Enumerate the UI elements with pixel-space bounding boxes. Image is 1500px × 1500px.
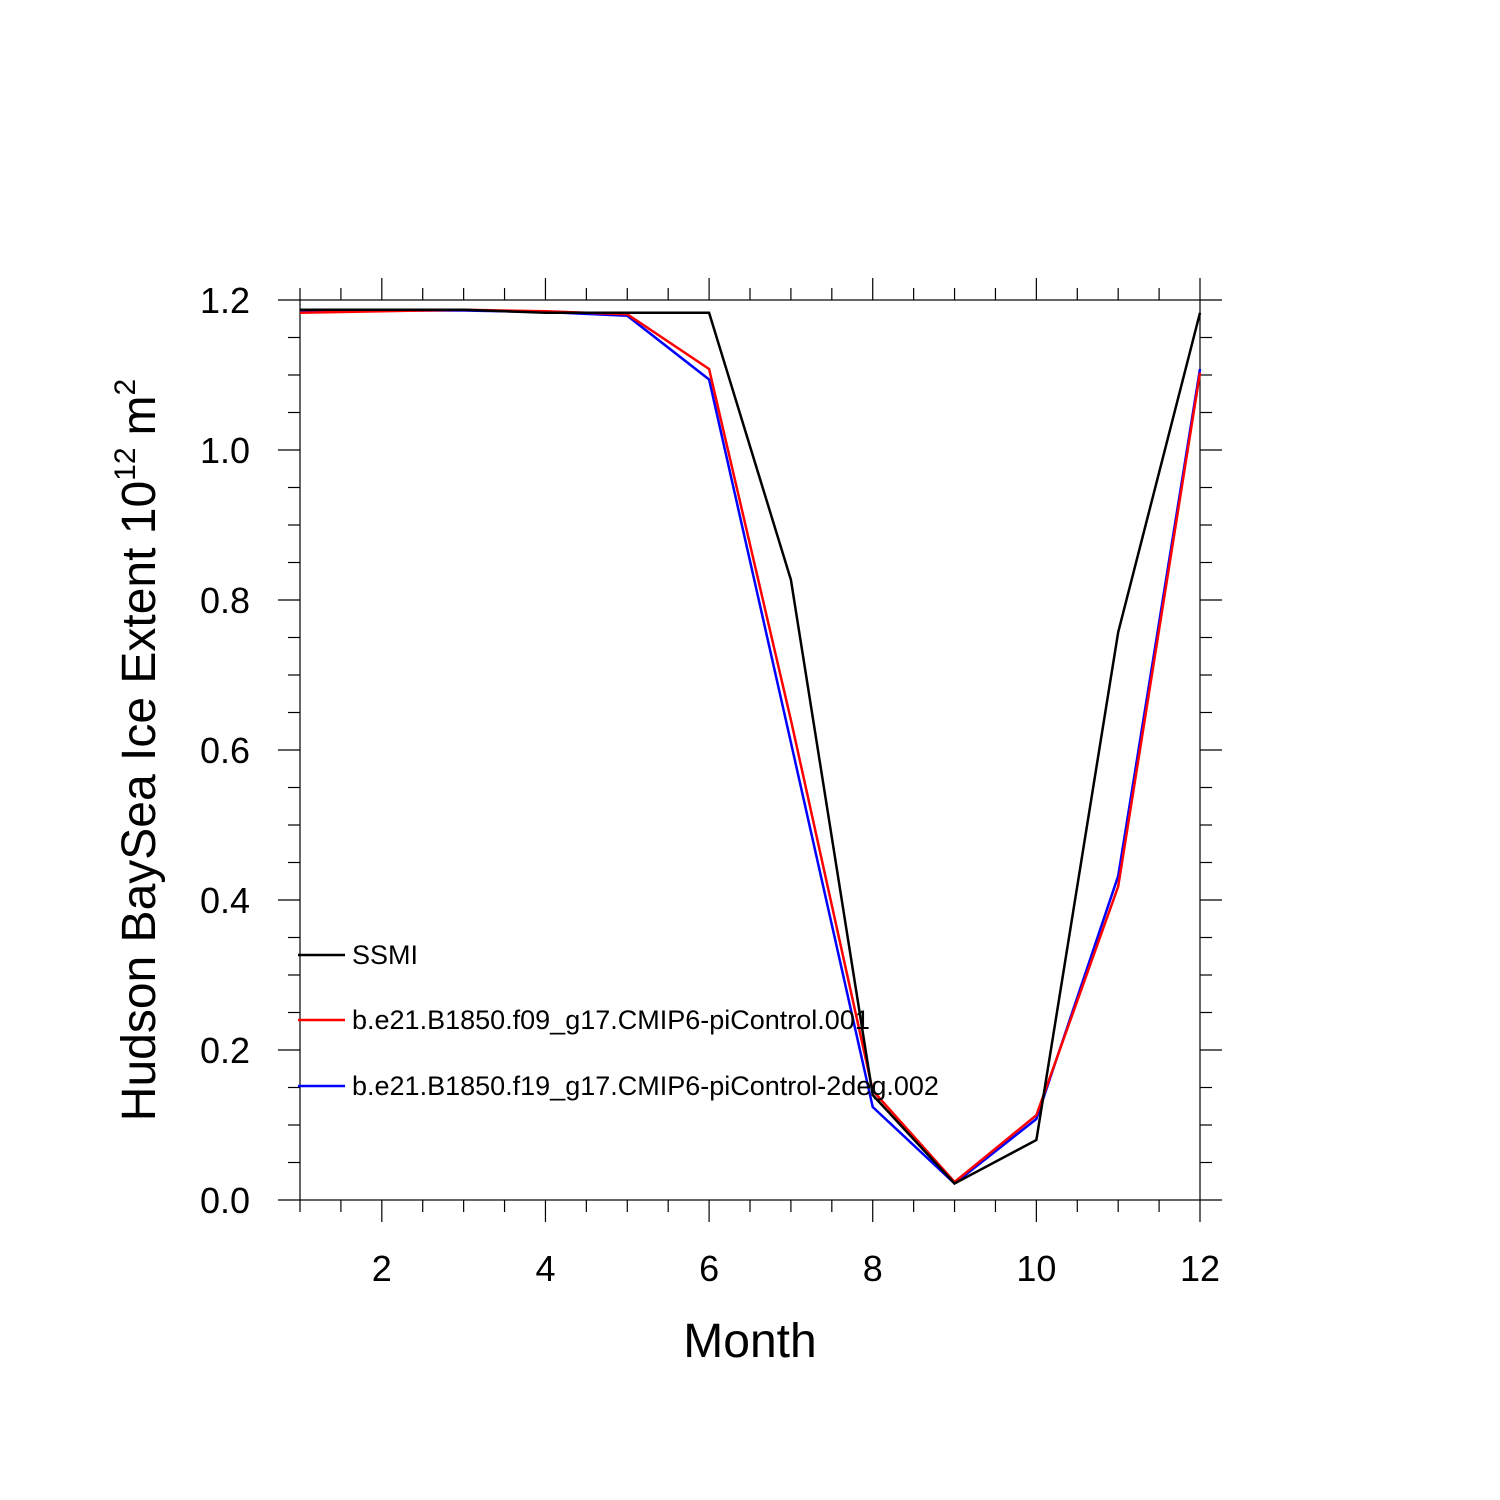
y-axis-title-unit-exponent: 2: [109, 379, 142, 396]
x-tick-label: 10: [1016, 1248, 1056, 1289]
plot-frame: [299, 299, 1201, 1201]
y-tick-label: 1.0: [200, 430, 250, 471]
legend-label-f19: b.e21.B1850.f19_g17.CMIP6-piControl-2deg…: [352, 1071, 939, 1101]
legend-label-ssmi: SSMI: [352, 940, 418, 970]
legend: SSMI b.e21.B1850.f09_g17.CMIP6-piControl…: [298, 940, 939, 1101]
series-line-f19: [299, 309, 1202, 1186]
y-tick-labels: 0.0 0.2 0.4 0.6 0.8 1.0 1.2: [200, 280, 250, 1221]
x-tick-labels: 2 4 6 8 10 12: [372, 1248, 1220, 1289]
x-tick-label: 2: [372, 1248, 392, 1289]
y-tick-label: 0.4: [200, 880, 250, 921]
x-tick-label: 12: [1180, 1248, 1220, 1289]
y-tick-label: 1.2: [200, 280, 250, 321]
series-line-f09: [299, 308, 1202, 1184]
series-lines: [299, 308, 1202, 1186]
x-tick-label: 6: [699, 1248, 719, 1289]
y-tick-label: 0.8: [200, 580, 250, 621]
y-axis-title-unit: m: [113, 395, 166, 435]
x-axis-title: Month: [683, 1315, 816, 1368]
y-axis-title-exponent: 12: [109, 447, 142, 480]
y-tick-label: 0.0: [200, 1180, 250, 1221]
y-axis-title-main: Hudson BaySea Ice Extent 10: [113, 481, 166, 1121]
y-axis-title: Hudson BaySea Ice Extent 1012 m2: [109, 379, 166, 1121]
x-tick-label: 8: [863, 1248, 883, 1289]
y-tick-label: 0.2: [200, 1030, 250, 1071]
legend-label-f09: b.e21.B1850.f09_g17.CMIP6-piControl.001: [352, 1005, 870, 1035]
y-tick-label: 0.6: [200, 730, 250, 771]
series-line-ssmi: [300, 308, 1202, 1186]
axis-ticks: [278, 278, 1222, 1222]
x-tick-label: 4: [535, 1248, 555, 1289]
